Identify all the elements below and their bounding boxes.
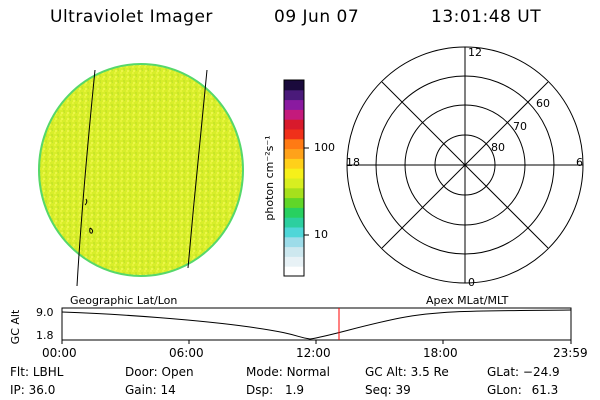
gc-alt-info: GC Alt: 3.5 Re [365,365,449,379]
mode-info: Mode: Normal [246,365,330,379]
colorbar-segment [284,246,304,257]
coastline-feature [84,198,94,234]
colorbar-segment [284,129,304,140]
ip-info: IP: 36.0 [10,383,55,397]
glon-label: GLon: [487,383,522,397]
instrument-title: Ultraviolet Imager [50,7,213,27]
seq-info: Seq: 39 [365,383,411,397]
colorbar-segment [284,197,304,208]
geographic-meridian-line [187,69,208,269]
filter-value: LBHL [32,365,64,379]
geographic-grid-label: Geographic Lat/Lon [70,294,178,307]
filter-info: Flt: LBHL [10,365,63,379]
observation-time: 13:01:48 UT [431,7,542,27]
observation-date: 09 Jun 07 [274,7,360,27]
time-tick-2359: 23:59 [553,346,588,360]
apex-grid-label: Apex MLat/MLT [426,294,509,307]
geographic-meridian-line [76,69,96,287]
colorbar-segment [284,138,304,150]
mlt-label-12: 12 [468,46,482,59]
colorbar-segment [284,178,304,189]
glon-value: 61.3 [531,383,559,397]
door-value: Open [161,365,194,379]
altitude-curve [61,309,572,340]
ip-label: IP: [10,383,25,397]
time-tick-0000: 00:00 [42,346,77,360]
colorbar-segment [284,148,304,159]
altitude-tick-high: 9.0 [36,306,54,319]
dsp-info: Dsp: 1.9 [246,383,304,397]
seq-value: 39 [395,383,411,397]
mode-label: Mode: [246,365,283,379]
glat-value: −24.9 [522,365,560,379]
time-tick-0600: 06:00 [169,346,204,360]
colorbar-segment [284,168,304,179]
gain-info: Gain: 14 [125,383,176,397]
ip-value: 36.0 [28,383,56,397]
colorbar-segment [284,256,304,267]
seq-label: Seq: [365,383,392,397]
colorbar-segment [284,109,304,120]
colorbar-segment [284,207,304,218]
colorbar-segment [284,266,304,277]
time-tick-1200: 12:00 [296,346,331,360]
dsp-value: 1.9 [284,383,305,397]
glon-info: GLon: 61.3 [487,383,558,397]
door-label: Door: [125,365,158,379]
colorbar-segment [284,187,304,199]
colorbar-segment [284,227,304,238]
gc-alt-value: 3.5 Re [410,365,449,379]
gc-alt-label: GC Alt: [365,365,407,379]
door-info: Door: Open [125,365,194,379]
colorbar-segment [284,236,304,248]
altitude-tick-low: 1.8 [36,329,54,342]
colorbar-segment [284,119,304,130]
colorbar-segment [284,99,304,110]
mlat-label-60: 60 [536,97,550,110]
colorbar-segment [284,89,304,101]
gain-label: Gain: [125,383,157,397]
glat-info: GLat: −24.9 [487,365,560,379]
colorbar-segment [284,80,304,91]
colorbar-segment [284,217,304,228]
mlat-label-80: 80 [491,141,505,154]
dsp-label: Dsp: [246,383,274,397]
color-scale-bar [283,79,309,277]
colorbar-segment [284,158,304,169]
gain-value: 14 [160,383,176,397]
mlt-label-6: 6 [576,156,583,169]
filter-label: Flt: [10,365,29,379]
colorbar-tick-10: 10 [314,228,328,241]
mlt-label-18: 18 [346,156,360,169]
mode-value: Normal [286,365,330,379]
time-tick-1800: 18:00 [423,346,458,360]
mlt-label-0: 0 [468,276,475,289]
colorbar-tick-100: 100 [314,141,335,154]
mlat-label-70: 70 [513,120,527,133]
glat-label: GLat: [487,365,520,379]
